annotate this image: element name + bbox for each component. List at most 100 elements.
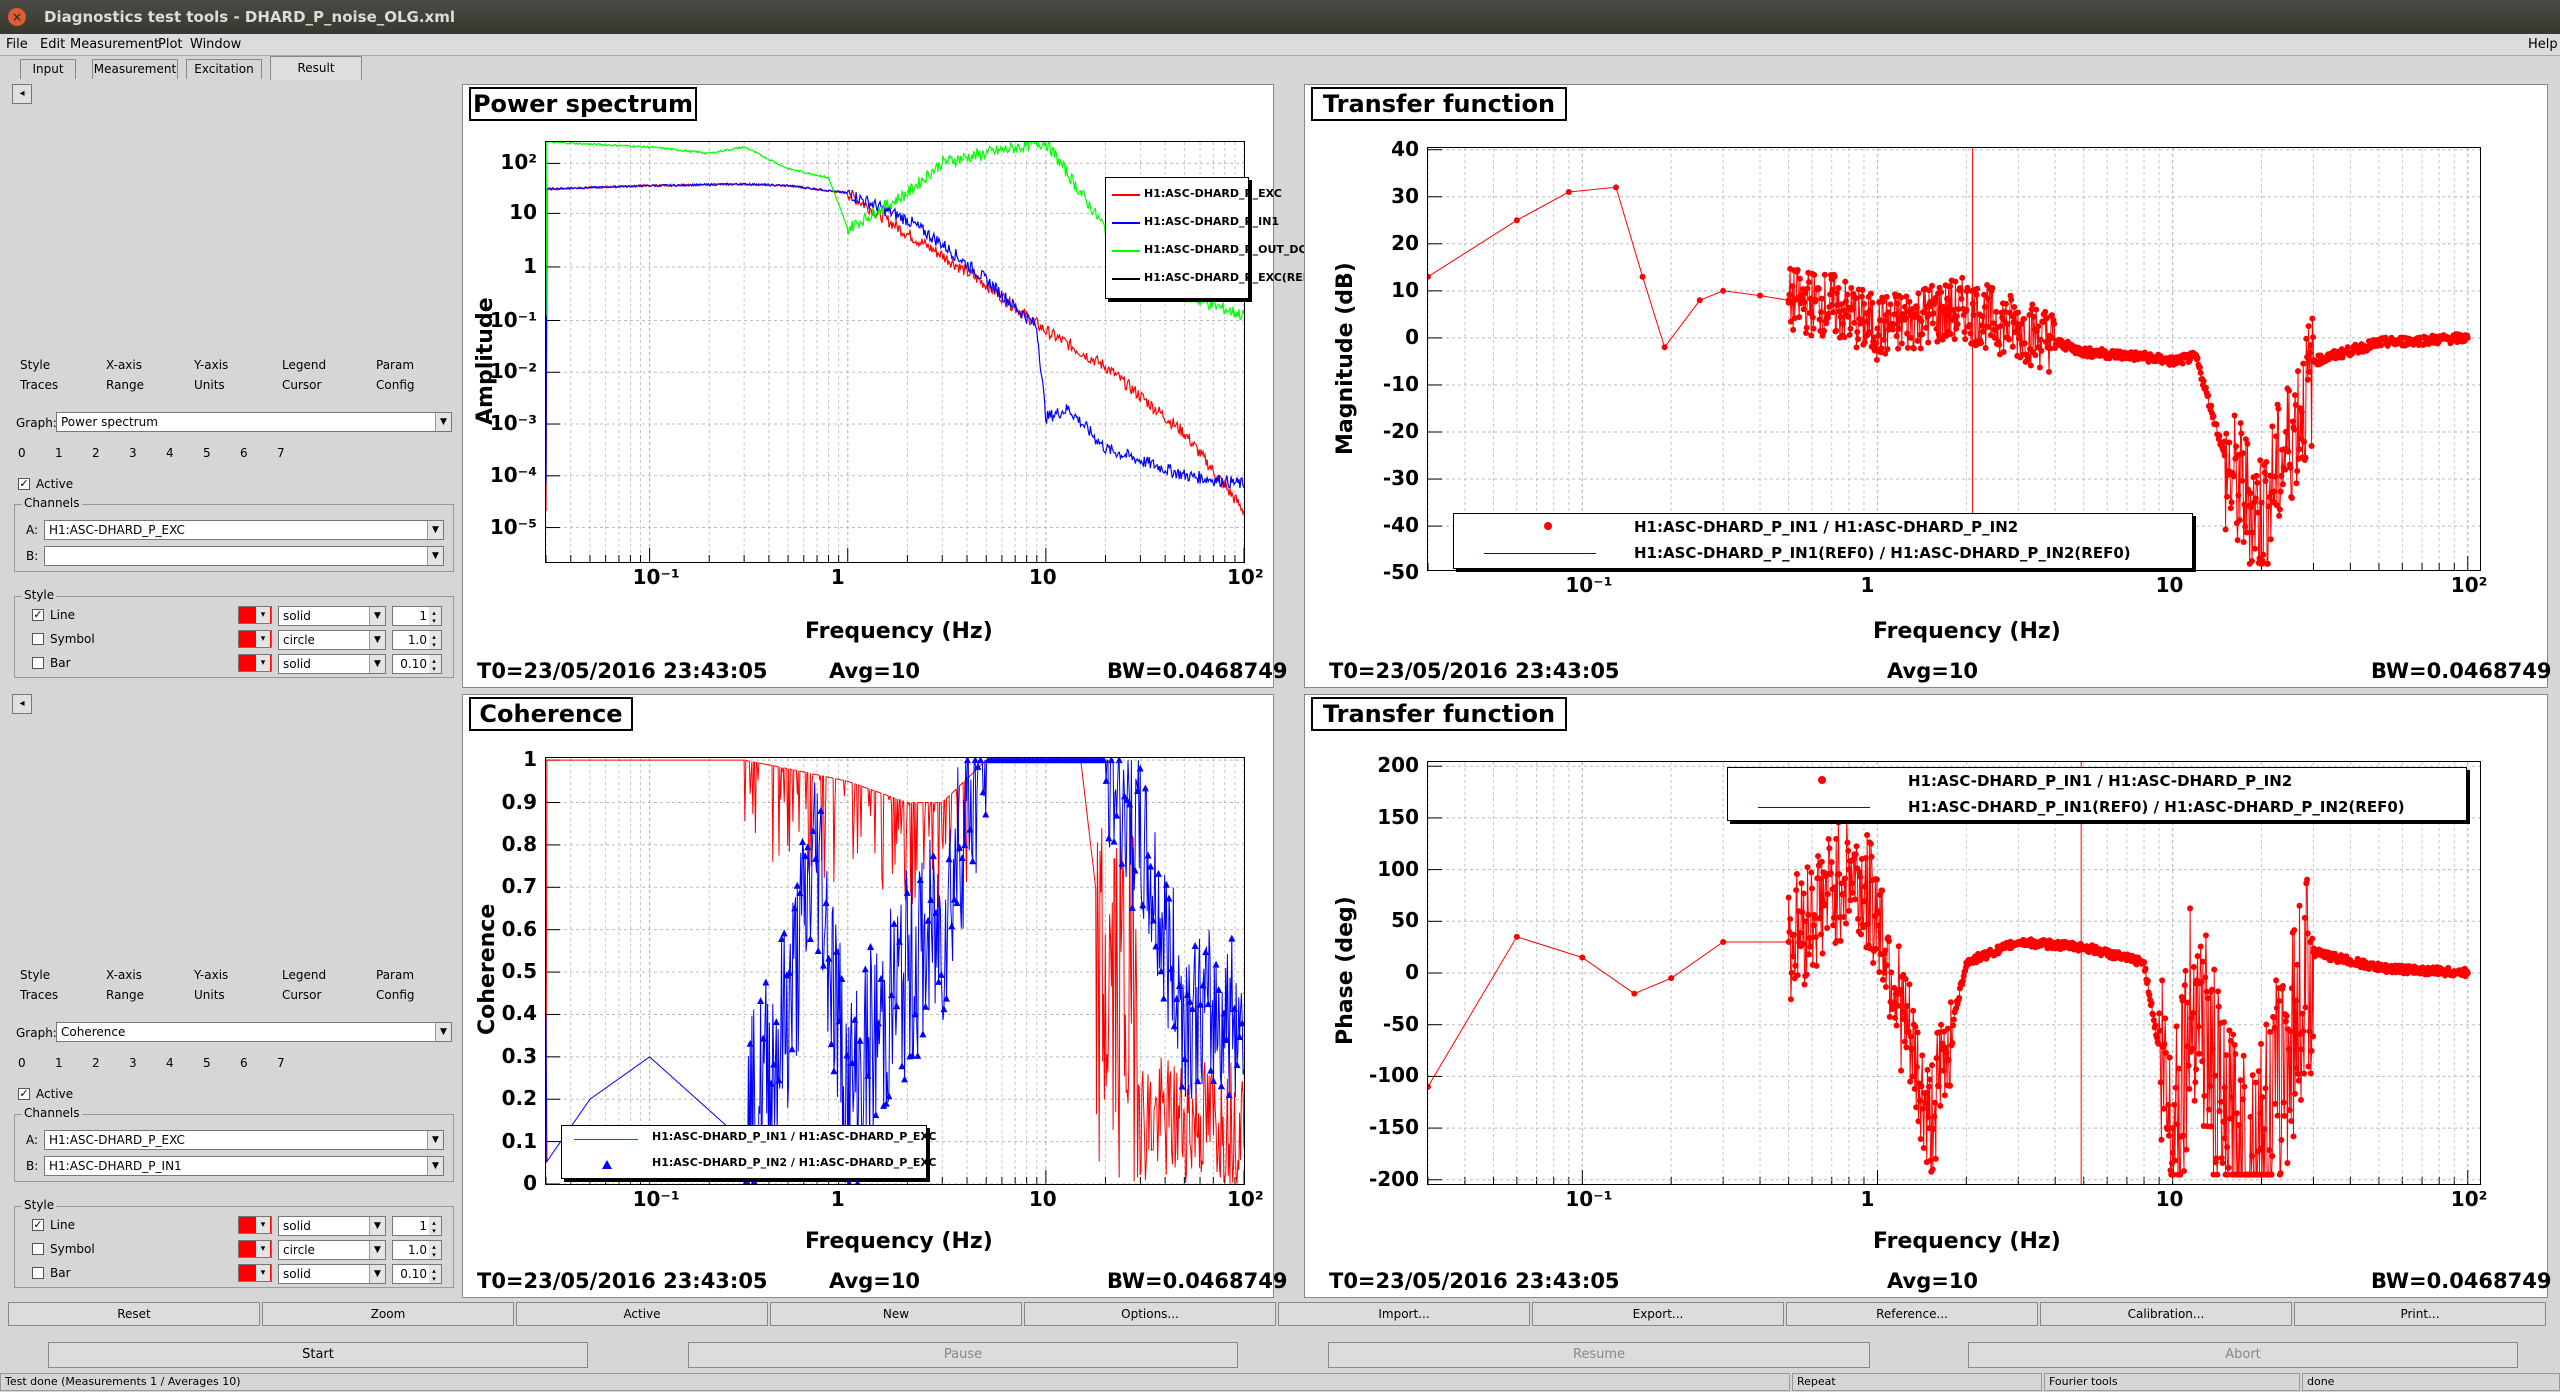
bar-style-select[interactable]: solid ▼ — [278, 1264, 386, 1284]
subtab-config[interactable]: Config — [376, 988, 415, 1002]
subtab-y-axis[interactable]: Y-axis — [194, 358, 229, 372]
trace-tab-1[interactable]: 1 — [55, 446, 63, 460]
line-color-picker[interactable] — [238, 1216, 272, 1234]
subtab-param[interactable]: Param — [376, 358, 415, 372]
bar-color-picker[interactable] — [238, 654, 272, 672]
menu-plot[interactable]: Plot — [158, 37, 183, 52]
symbol-style-select[interactable]: circle ▼ — [278, 630, 386, 650]
bar-style-select[interactable]: solid ▼ — [278, 654, 386, 674]
subtab-param[interactable]: Param — [376, 968, 415, 982]
bar-width-spinner[interactable]: 0.10 — [392, 654, 442, 674]
subtab-y-axis[interactable]: Y-axis — [194, 968, 229, 982]
tab-measurement[interactable]: Measurement — [92, 59, 178, 79]
active-checkbox[interactable]: ✓ — [18, 1087, 30, 1100]
subtab-units[interactable]: Units — [194, 988, 225, 1002]
subtab-traces[interactable]: Traces — [20, 988, 59, 1002]
tab-result[interactable]: Result — [270, 56, 362, 80]
subtab-legend[interactable]: Legend — [282, 358, 327, 372]
reference-button[interactable]: Reference... — [1786, 1302, 2038, 1326]
menu-window[interactable]: Window — [190, 37, 242, 52]
line-checkbox[interactable]: ✓ — [32, 608, 44, 621]
line-color-picker[interactable] — [238, 606, 272, 624]
active-button[interactable]: Active — [516, 1302, 768, 1326]
trace-tab-7[interactable]: 7 — [277, 446, 285, 460]
subtab-cursor[interactable]: Cursor — [282, 378, 322, 392]
menu-file[interactable]: File — [6, 37, 28, 52]
trace-tab-1[interactable]: 1 — [55, 1056, 63, 1070]
channel-a-select[interactable]: H1:ASC-DHARD_P_EXC ▼ — [44, 520, 444, 540]
subtab-range[interactable]: Range — [106, 378, 145, 392]
abort-button[interactable]: Abort — [1968, 1342, 2518, 1368]
trace-tab-5[interactable]: 5 — [203, 446, 211, 460]
trace-tab-6[interactable]: 6 — [240, 446, 248, 460]
tab-excitation[interactable]: Excitation — [186, 59, 262, 79]
symbol-width-spinner[interactable]: 1.0 — [392, 630, 442, 650]
export-button[interactable]: Export... — [1532, 1302, 1784, 1326]
line-width-spinner[interactable]: 1 — [392, 1216, 442, 1236]
trace-tab-2[interactable]: 2 — [92, 446, 100, 460]
subtab-traces[interactable]: Traces — [20, 378, 59, 392]
subtab-style[interactable]: Style — [20, 358, 51, 372]
calibration-button[interactable]: Calibration... — [2040, 1302, 2292, 1326]
print-button[interactable]: Print... — [2294, 1302, 2546, 1326]
trace-tab-4[interactable]: 4 — [166, 1056, 174, 1070]
import-button[interactable]: Import... — [1278, 1302, 1530, 1326]
trace-tab-0[interactable]: 0 — [18, 446, 26, 460]
pause-button[interactable]: Pause — [688, 1342, 1238, 1368]
channel-b-select[interactable]: H1:ASC-DHARD_P_IN1 ▼ — [44, 1156, 444, 1176]
symbol-style-select[interactable]: circle ▼ — [278, 1240, 386, 1260]
bar-checkbox[interactable] — [32, 657, 44, 669]
menu-measurement[interactable]: Measurement — [70, 37, 160, 52]
trace-tab-3[interactable]: 3 — [129, 1056, 137, 1070]
trace-tab-0[interactable]: 0 — [18, 1056, 26, 1070]
symbol-color-picker[interactable] — [238, 1240, 272, 1258]
subtab-units[interactable]: Units — [194, 378, 225, 392]
trace-tab-6[interactable]: 6 — [240, 1056, 248, 1070]
line-width-spinner[interactable]: 1 — [392, 606, 442, 626]
symbol-checkbox[interactable] — [32, 1243, 44, 1255]
collapse-arrow-icon[interactable]: ◂ — [12, 84, 32, 104]
channel-b-select[interactable]: ▼ — [44, 546, 444, 566]
magnitude-plot[interactable] — [1427, 147, 2481, 571]
zoom-button[interactable]: Zoom — [262, 1302, 514, 1326]
trace-tab-2[interactable]: 2 — [92, 1056, 100, 1070]
new-button[interactable]: New — [770, 1302, 1022, 1326]
trace-tab-7[interactable]: 7 — [277, 1056, 285, 1070]
subtab-style[interactable]: Style — [20, 968, 51, 982]
close-window-icon[interactable]: × — [8, 8, 26, 26]
subtab-x-axis[interactable]: X-axis — [106, 968, 142, 982]
trace-tab-4[interactable]: 4 — [166, 446, 174, 460]
graph-select[interactable]: Coherence ▼ — [56, 1022, 452, 1042]
trace-tab-5[interactable]: 5 — [203, 1056, 211, 1070]
line-style-select[interactable]: solid ▼ — [278, 606, 386, 626]
subtab-x-axis[interactable]: X-axis — [106, 358, 142, 372]
collapse-arrow-icon[interactable]: ◂ — [12, 694, 32, 714]
symbol-checkbox[interactable] — [32, 633, 44, 645]
channel-a-select[interactable]: H1:ASC-DHARD_P_EXC ▼ — [44, 1130, 444, 1150]
bar-checkbox[interactable] — [32, 1267, 44, 1279]
menu-help[interactable]: Help — [2528, 37, 2558, 52]
symbol-color-picker[interactable] — [238, 630, 272, 648]
data-point — [2249, 1072, 2256, 1079]
symbol-width-spinner[interactable]: 1.0 — [392, 1240, 442, 1260]
reset-button[interactable]: Reset — [8, 1302, 260, 1326]
tab-input[interactable]: Input — [20, 59, 76, 79]
start-button[interactable]: Start — [48, 1342, 588, 1368]
options-button[interactable]: Options... — [1024, 1302, 1276, 1326]
data-point — [2157, 353, 2164, 360]
resume-button[interactable]: Resume — [1328, 1342, 1870, 1368]
subtab-range[interactable]: Range — [106, 988, 145, 1002]
subtab-legend[interactable]: Legend — [282, 968, 327, 982]
trace-tab-3[interactable]: 3 — [129, 446, 137, 460]
bar-width-spinner[interactable]: 0.10 — [392, 1264, 442, 1284]
line-checkbox[interactable]: ✓ — [32, 1218, 44, 1231]
menu-edit[interactable]: Edit — [40, 37, 66, 52]
bar-color-picker[interactable] — [238, 1264, 272, 1282]
line-style-select[interactable]: solid ▼ — [278, 1216, 386, 1236]
subtab-cursor[interactable]: Cursor — [282, 988, 322, 1002]
graph-select[interactable]: Power spectrum ▼ — [56, 412, 452, 432]
phase-plot[interactable] — [1427, 761, 2481, 1185]
coherence-plot[interactable] — [545, 757, 1245, 1185]
active-checkbox[interactable]: ✓ — [18, 477, 30, 490]
subtab-config[interactable]: Config — [376, 378, 415, 392]
